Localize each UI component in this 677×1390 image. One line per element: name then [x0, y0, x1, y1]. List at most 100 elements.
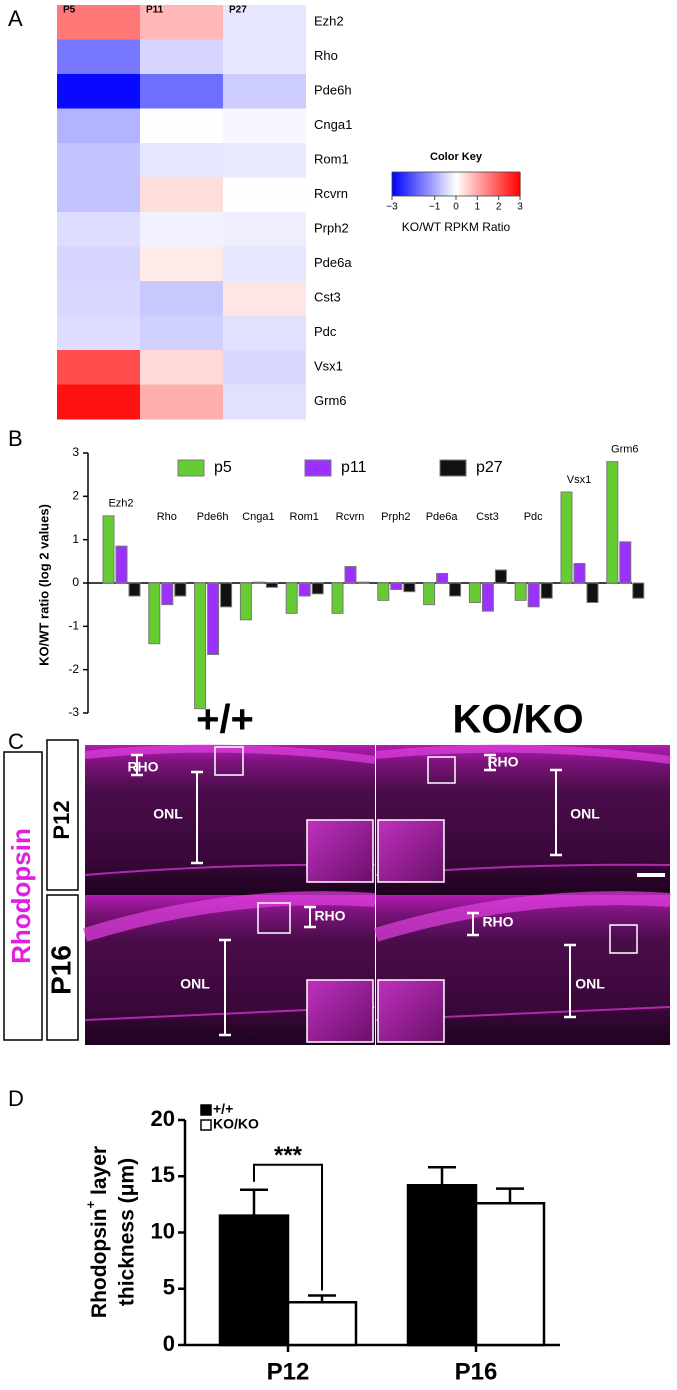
color-key-step — [490, 172, 493, 196]
y-tick-label: 2 — [72, 489, 79, 503]
heatmap-cell — [57, 143, 140, 178]
color-key-tick-label: −3 — [386, 202, 398, 213]
legend-swatch — [200, 1119, 212, 1131]
heatmap-cell — [140, 384, 223, 420]
x-tick-label: P12 — [267, 1358, 310, 1385]
color-key-step — [498, 172, 501, 196]
y-axis-label: KO/WT ratio (log 2 values) — [36, 504, 51, 666]
bar — [357, 581, 370, 584]
color-key-step — [510, 172, 513, 196]
bar — [403, 582, 416, 593]
color-key-step — [514, 172, 517, 196]
color-key-step — [430, 172, 433, 196]
bar — [406, 1184, 478, 1347]
heatmap-cell — [57, 315, 140, 351]
color-key-step — [442, 172, 445, 196]
color-key-step — [476, 172, 479, 196]
color-key-step — [412, 172, 415, 196]
bar — [286, 1301, 358, 1347]
bar — [194, 582, 207, 710]
heatmap-cell — [223, 143, 306, 178]
bar — [220, 582, 233, 608]
y-tick-label: -3 — [68, 705, 79, 719]
color-key-tick-label: 2 — [496, 202, 502, 213]
color-key-step — [472, 172, 475, 196]
bar — [102, 515, 115, 584]
onl-label: ONL — [153, 806, 183, 822]
category-label: Vsx1 — [567, 474, 591, 486]
bar — [449, 582, 462, 597]
color-key-step — [440, 172, 443, 196]
heatmap-cell — [140, 281, 223, 316]
tissue-layer — [375, 744, 671, 764]
color-key-tick-label: 1 — [475, 202, 481, 213]
heatmap-cell — [140, 315, 223, 351]
color-key-step — [484, 172, 487, 196]
bar — [632, 582, 645, 599]
category-label: Prph2 — [381, 511, 410, 523]
category-label: Pdc — [524, 511, 543, 523]
bar — [573, 563, 586, 584]
color-key-step — [446, 172, 449, 196]
color-key-step — [458, 172, 461, 196]
bar — [390, 582, 403, 590]
heatmap-cell — [140, 74, 223, 109]
heatmap-cell — [57, 281, 140, 316]
color-key-step — [502, 172, 505, 196]
panel-label: C — [8, 729, 24, 754]
bar — [115, 545, 128, 584]
heatmap-cell — [223, 177, 306, 213]
row-box — [46, 739, 79, 891]
tissue-layer — [373, 891, 671, 942]
bar — [218, 1214, 290, 1347]
bar — [128, 582, 141, 597]
color-key-step — [426, 172, 429, 196]
bar — [265, 582, 278, 588]
bar — [298, 582, 311, 597]
heatmap-cell — [140, 177, 223, 213]
y-tick-label: 0 — [163, 1331, 175, 1356]
onl-label: ONL — [180, 976, 210, 992]
legend-label: p11 — [341, 459, 367, 476]
y-tick-label: 15 — [151, 1162, 175, 1187]
y-tick-label: 10 — [151, 1218, 175, 1243]
bar — [514, 582, 527, 601]
heatmap-cell — [223, 281, 306, 316]
column-title: KO/KO — [452, 698, 583, 742]
color-key-step — [470, 172, 473, 196]
color-key-step — [428, 172, 431, 196]
color-key-step — [488, 172, 491, 196]
legend-label: p27 — [476, 459, 503, 476]
category-label: Pde6h — [197, 511, 229, 523]
panel-label: D — [8, 1086, 24, 1111]
heatmap-cell — [57, 246, 140, 282]
row-label: Grm6 — [314, 393, 347, 408]
bar — [560, 491, 573, 584]
micrograph-panel: RHO ONL — [82, 891, 376, 1045]
color-key-step — [436, 172, 439, 196]
heatmap-cell — [140, 350, 223, 385]
bar — [252, 581, 265, 584]
heatmap-cell — [223, 315, 306, 351]
bar — [207, 582, 220, 655]
color-key-step — [512, 172, 515, 196]
row-label: Prph2 — [314, 221, 349, 236]
color-key-step — [492, 172, 495, 196]
color-key-step — [496, 172, 499, 196]
bar — [174, 582, 187, 597]
color-key-step — [398, 172, 401, 196]
y-tick-label: 20 — [151, 1106, 175, 1131]
inset — [377, 979, 445, 1043]
roi-box — [214, 746, 244, 776]
bar — [311, 582, 324, 595]
row-label: Rom1 — [314, 152, 349, 167]
row-label: Pde6a — [314, 255, 352, 270]
color-key-step — [410, 172, 413, 196]
column-label: P27 — [229, 5, 247, 16]
category-label: Grm6 — [611, 444, 639, 456]
color-key-label: KO/WT RPKM Ratio — [402, 220, 511, 234]
bar — [239, 582, 252, 621]
heatmap-cell — [223, 5, 306, 40]
onl-label: ONL — [570, 806, 600, 822]
color-key-step — [448, 172, 451, 196]
